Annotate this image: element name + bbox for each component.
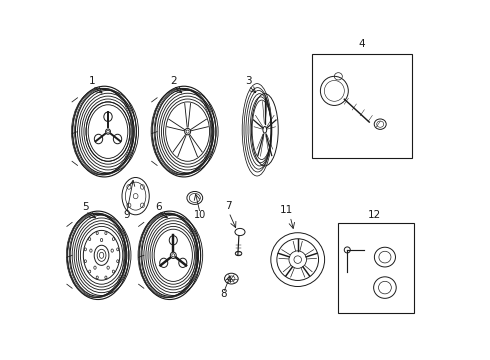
Text: 5: 5 (82, 202, 89, 212)
Text: 9: 9 (123, 210, 130, 220)
Text: 6: 6 (155, 202, 162, 212)
Text: 1: 1 (89, 76, 96, 86)
Text: 11: 11 (280, 205, 293, 215)
Text: 4: 4 (358, 39, 365, 49)
Text: 3: 3 (245, 76, 252, 86)
Text: 12: 12 (368, 210, 381, 220)
Bar (338, 223, 414, 313)
Bar (313, 54, 412, 158)
Text: 10: 10 (194, 210, 206, 220)
Text: 8: 8 (220, 289, 227, 298)
Text: 2: 2 (170, 76, 176, 86)
Text: 7: 7 (225, 201, 232, 211)
